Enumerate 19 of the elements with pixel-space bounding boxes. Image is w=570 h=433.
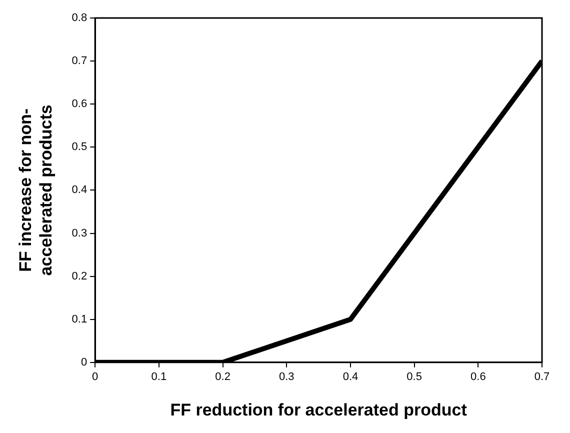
x-tick-label: 0.6: [470, 371, 486, 384]
y-tick-label: 0: [80, 356, 88, 368]
x-tick-label: 0.7: [534, 371, 550, 384]
x-tick-label: 0.5: [406, 371, 422, 384]
x-tick-label: 0.4: [342, 371, 358, 384]
y-tick-label: 0.6: [72, 98, 88, 110]
y-tick-label: 0.2: [72, 270, 88, 282]
x-tick-label: 0.3: [278, 371, 294, 384]
y-tick-label: 0.1: [72, 313, 88, 326]
y-tick-label: 0.7: [72, 55, 88, 68]
x-tick-label: 0: [92, 371, 98, 384]
x-axis-title: FF reduction for accelerated product: [170, 400, 468, 420]
y-tick-label: 0.8: [72, 12, 88, 24]
x-tick-label: 0.2: [215, 371, 230, 384]
y-axis-title: FF increase for non-accelerated products: [16, 104, 56, 276]
y-tick-label: 0.3: [72, 227, 88, 240]
y-tick-label: 0.5: [72, 141, 88, 154]
y-tick-label: 0.4: [72, 184, 88, 196]
x-tick-label: 0.1: [151, 371, 167, 384]
